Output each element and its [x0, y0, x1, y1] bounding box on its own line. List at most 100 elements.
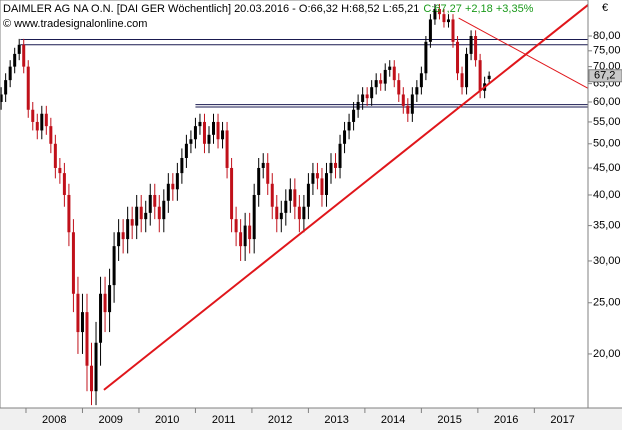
candle-body	[121, 232, 125, 240]
candle-body	[157, 206, 161, 220]
candle-body	[8, 66, 12, 81]
last-price-label: 67,2	[594, 70, 615, 82]
candle-body	[293, 189, 297, 207]
candle-body	[62, 173, 66, 195]
candle-body	[334, 162, 338, 168]
x-tick-label: 2011	[212, 414, 236, 426]
y-tick-label: 40,00	[593, 189, 621, 201]
candle-body	[230, 167, 234, 220]
candle-body	[189, 139, 193, 144]
y-tick-label: 35,00	[593, 220, 621, 232]
candle-body	[406, 105, 410, 114]
candle-body	[324, 173, 328, 195]
plot-area	[0, 3, 589, 406]
chart-subtitle: © www.tradesignalonline.com	[3, 18, 147, 30]
candle-body	[320, 178, 324, 195]
y-tick-label: 55,00	[593, 116, 621, 128]
candle-body	[392, 66, 396, 81]
candle-body	[433, 8, 437, 20]
candle-body	[85, 312, 89, 366]
candle-body	[275, 206, 279, 220]
candle-body	[234, 219, 238, 233]
x-tick-label: 2010	[155, 414, 179, 426]
candle-body	[135, 206, 139, 226]
candle-body	[103, 293, 107, 313]
candle-body	[225, 130, 229, 168]
candle-body	[311, 173, 315, 184]
x-tick-label: 2013	[324, 414, 348, 426]
candle-body	[297, 206, 301, 220]
candle-body	[306, 183, 310, 207]
title-change: C:67,27 +2,18 +3,35%	[423, 3, 533, 15]
candle-body	[35, 121, 39, 131]
candle-body	[71, 232, 75, 294]
candle-body	[4, 80, 8, 95]
candle-body	[397, 80, 401, 95]
candle-body	[442, 14, 446, 23]
candle-body	[76, 293, 80, 333]
candle-body	[180, 157, 184, 174]
candle-body	[153, 194, 157, 207]
candle-body	[40, 113, 44, 131]
candle-body	[126, 219, 130, 240]
candle-body	[343, 130, 347, 144]
candle-body	[130, 219, 134, 226]
y-tick-label: 75,00	[593, 45, 621, 57]
trend-line	[103, 4, 589, 391]
candle-body	[437, 8, 441, 15]
candle-body	[279, 212, 283, 220]
y-tick-label: 80,00	[593, 30, 621, 42]
candle-body	[415, 87, 419, 95]
currency: €	[602, 2, 608, 14]
candle-body	[221, 130, 225, 140]
candle-body	[166, 183, 170, 201]
candle-body	[446, 19, 450, 23]
candle-body	[184, 143, 188, 158]
x-tick-label: 2014	[381, 414, 405, 426]
x-tick-label: 2012	[268, 414, 292, 426]
candle-body	[383, 69, 387, 84]
candle-body	[456, 41, 460, 74]
candle-body	[22, 44, 26, 67]
candle-body	[171, 183, 175, 190]
candle-body	[338, 143, 342, 168]
candle-body	[288, 189, 292, 201]
candle-body	[117, 232, 121, 247]
candle-body	[53, 143, 57, 168]
x-tick-label: 2008	[42, 414, 66, 426]
y-tick-label: 30,00	[593, 255, 621, 267]
candle-body	[428, 19, 432, 42]
candle-body	[284, 200, 288, 213]
candle-body	[216, 121, 220, 140]
candle-body	[139, 206, 143, 220]
candle-body	[465, 53, 469, 88]
candle-body	[44, 113, 48, 127]
candle-body	[361, 94, 365, 102]
candle-body	[90, 365, 94, 392]
candle-body	[67, 194, 71, 233]
candle-body	[207, 134, 211, 144]
candle-body	[261, 162, 265, 168]
candle-body	[58, 167, 62, 174]
candle-body	[474, 36, 478, 61]
candle-body	[252, 194, 256, 240]
candle-body	[302, 206, 306, 220]
candle-body	[469, 36, 473, 54]
candle-body	[202, 121, 206, 144]
candle-body	[460, 73, 464, 88]
candle-body	[0, 94, 3, 102]
candle-body	[379, 80, 383, 84]
candle-body	[365, 94, 369, 99]
candle-body	[419, 73, 423, 88]
candle-body	[270, 183, 274, 207]
y-tick-label: 25,00	[593, 297, 621, 309]
candle-body	[401, 94, 405, 106]
candle-body	[329, 162, 333, 174]
candle-body	[94, 342, 98, 392]
candle-body	[374, 80, 378, 88]
candle-body	[144, 212, 148, 220]
y-tick-label: 50,00	[593, 138, 621, 150]
x-tick-label: 2017	[550, 414, 574, 426]
